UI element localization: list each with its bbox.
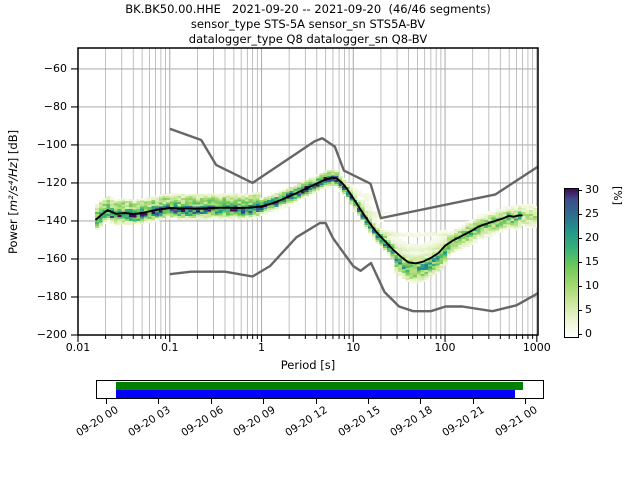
colorbar-tick [578,214,582,216]
colorbar-tick [578,286,582,287]
timeline-tick [315,399,317,404]
y-tick-label: −180 [36,289,67,303]
x-tick-label: 0.1 [161,341,179,354]
colorbar-tick-label: 5 [585,302,592,316]
figure-title: BK.BK50.00.HHE 2021-09-20 -- 2021-09-20 … [125,2,491,16]
x-tick-label: 100 [434,341,456,354]
colorbar-tick-label: 10 [585,279,599,292]
colorbar-tick-label: 30 [585,183,599,197]
x-tick-label: 1 [258,341,266,354]
timeline-tick [367,399,369,404]
colorbar-tick [578,262,582,264]
y-tick-label: −160 [36,251,67,265]
colorbar-tick [578,333,582,335]
y-tick-label: −80 [43,99,67,113]
colorbar-tick-label: 15 [585,255,599,269]
timeline-tick [263,399,265,404]
timeline-processed-bar [116,382,524,390]
colorbar-tick [578,190,582,192]
x-tick-label: 0.01 [65,341,91,354]
figure-subtitle-sensor: sensor_type STS-5A sensor_sn STS5A-BV [190,17,426,31]
timeline-data-bar [116,390,516,399]
y-tick-label: −140 [36,213,67,227]
timeline-tick [106,399,107,404]
timeline-tick [472,399,474,404]
colorbar [564,188,579,338]
colorbar-tick-label: 20 [585,231,599,245]
timeline-tick [420,399,422,404]
y-tick-label: −60 [43,61,67,75]
colorbar-unit-label: [%] [611,186,624,206]
y-tick-label: −120 [36,175,67,189]
y-tick-label: −100 [36,137,67,151]
x-tick-label: 10 [346,341,361,354]
x-axis-label: Period [s] [280,358,336,372]
x-tick-label: 1000 [522,341,551,354]
colorbar-tick [578,309,582,311]
colorbar-tick-label: 25 [585,207,599,221]
figure-subtitle-datalogger: datalogger_type Q8 datalogger_sn Q8-BV [188,32,428,46]
y-tick-label: −200 [36,328,67,341]
colorbar-tick-label: 0 [585,326,592,340]
timeline-tick [210,399,212,404]
timeline-tick [158,399,160,404]
timeline-tick [525,399,526,404]
colorbar-tick [578,238,582,240]
